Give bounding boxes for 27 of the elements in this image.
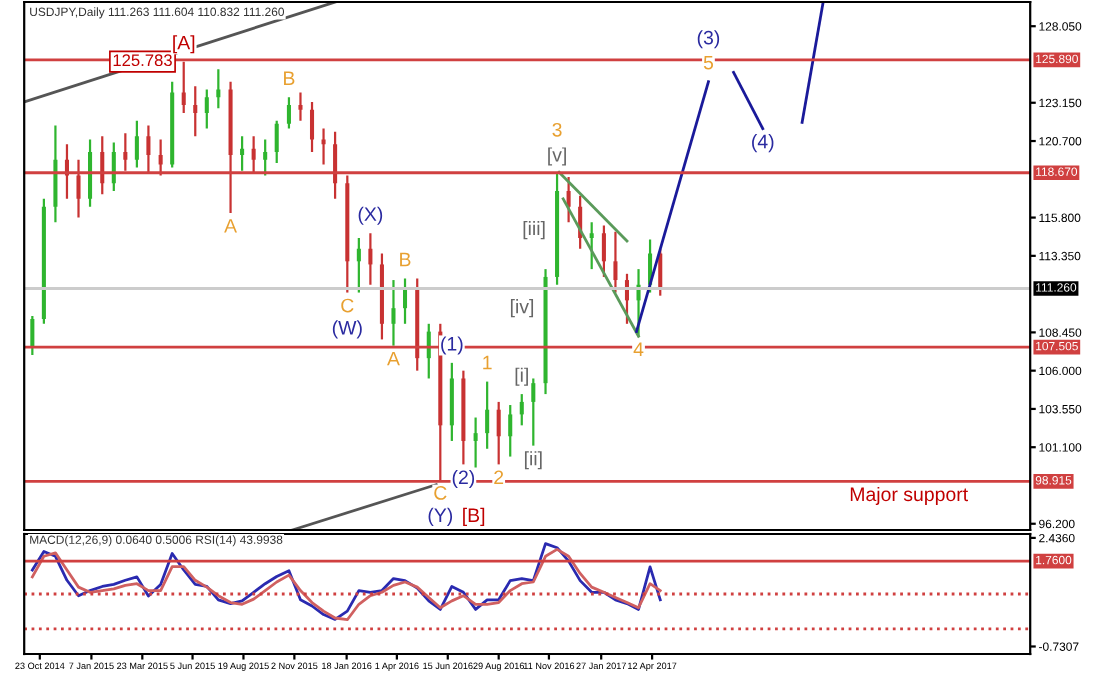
- annotation: 125.783: [113, 54, 172, 67]
- annotation: C: [434, 486, 447, 500]
- annotation: 1: [483, 355, 492, 370]
- annotation: A: [224, 219, 237, 233]
- annotation: (4): [752, 134, 774, 153]
- annotation: [ii]: [524, 451, 542, 470]
- annotation: (3): [697, 30, 720, 49]
- annotation: [iii]: [523, 221, 545, 240]
- annotation: [A]: [173, 35, 195, 54]
- annotation: B: [284, 71, 295, 85]
- annotation: 4: [633, 342, 644, 356]
- annotation: Major support: [850, 486, 968, 506]
- annotation: (W): [332, 320, 362, 339]
- annotation: [B]: [463, 507, 485, 526]
- annotation: 5: [703, 55, 714, 70]
- annotation: (Y): [428, 507, 453, 526]
- annotation: A: [387, 351, 400, 366]
- annotation: [iv]: [510, 299, 534, 318]
- annotation: [i]: [515, 367, 528, 386]
- annotation: (2): [452, 469, 475, 489]
- annotation: (X): [358, 206, 383, 225]
- annotation: [v]: [548, 147, 566, 166]
- annotation: C: [341, 298, 354, 313]
- annotation: 2: [494, 470, 504, 485]
- annotation: (1): [441, 336, 463, 355]
- annotation: 3: [552, 122, 562, 137]
- annotation: B: [400, 252, 411, 267]
